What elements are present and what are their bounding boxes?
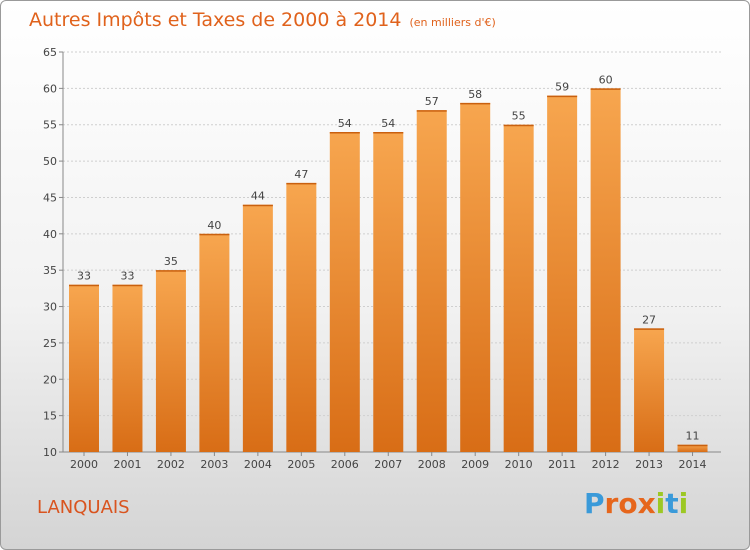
x-tick-label: 2009: [461, 458, 489, 471]
data-label: 58: [468, 88, 482, 101]
bar-top-edge: [416, 110, 447, 112]
bar-top-edge: [242, 204, 273, 207]
bar: [460, 102, 491, 452]
bar: [373, 132, 404, 452]
x-tick-label: 2012: [592, 458, 620, 471]
bar-top-edge: [460, 102, 491, 105]
data-label: 54: [338, 117, 352, 130]
data-label: 55: [512, 110, 526, 123]
bar: [69, 284, 99, 452]
bar-top-edge: [677, 444, 708, 447]
bar-top-edge: [155, 270, 186, 272]
data-labels: 33 33 35 40 44 47 54 54 57 58 55 59 60 27 11: [77, 73, 700, 442]
logo-letter: i: [678, 487, 689, 520]
bar: [242, 204, 273, 452]
x-tick-label: 2006: [331, 458, 359, 471]
x-tick-label: 2001: [113, 458, 141, 471]
proxiti-logo: Proxiti: [584, 487, 688, 520]
x-tick-label: 2010: [505, 458, 533, 471]
chart-unit: (en milliers d'€): [409, 16, 496, 29]
y-tick-label: 20: [43, 373, 57, 386]
x-tick-label: 2003: [200, 458, 228, 471]
bar: [155, 270, 186, 452]
bar: [199, 233, 230, 452]
bar-top-edge: [373, 132, 404, 134]
logo-letter: x: [637, 487, 656, 520]
y-tick-label: 60: [43, 82, 57, 95]
bar-top-edge: [199, 233, 230, 236]
bar: [634, 328, 665, 452]
y-tick-label: 10: [43, 446, 57, 459]
y-tick-label: 30: [43, 301, 57, 314]
y-tick-label: 55: [43, 119, 57, 132]
bar-top-edge: [634, 328, 665, 330]
bar-top-edge: [547, 95, 578, 98]
x-tick-label: 2013: [635, 458, 663, 471]
x-tick-label: 2008: [418, 458, 446, 471]
y-tick-label: 65: [43, 46, 57, 59]
bar-top-edge: [590, 88, 621, 90]
bar: [590, 88, 621, 452]
data-label: 33: [77, 270, 91, 283]
x-tick-label: 2005: [287, 458, 315, 471]
x-tick-label: 2014: [679, 458, 707, 471]
x-tick-label: 2007: [374, 458, 402, 471]
bars: [69, 88, 708, 453]
data-label: 57: [425, 95, 439, 108]
bar-top-edge: [329, 132, 360, 134]
y-tick-label: 45: [43, 191, 57, 204]
bar-top-edge: [69, 284, 99, 287]
bar: [416, 110, 447, 452]
axes: 10 15 20 25 30 35 40 45 50 55 60 65 2000 2001 2002 2003…: [43, 46, 721, 471]
y-tick-label: 50: [43, 155, 57, 168]
logo-letter: t: [665, 487, 679, 520]
bar: [503, 124, 534, 453]
data-label: 33: [120, 270, 134, 283]
y-tick-label: 25: [43, 337, 57, 350]
data-label: 59: [555, 81, 569, 94]
bar: [547, 95, 578, 453]
bar-top-edge: [286, 182, 317, 185]
x-tick-label: 2011: [548, 458, 576, 471]
data-label: 27: [642, 313, 656, 326]
data-label: 47: [294, 168, 308, 181]
data-label: 60: [599, 73, 613, 86]
logo-letter: P: [584, 487, 605, 520]
place-name: LANQUAIS: [37, 497, 130, 518]
bar-top-edge: [112, 284, 143, 287]
logo-letter: i: [655, 487, 666, 520]
x-tick-label: 2004: [244, 458, 272, 471]
bar: [286, 182, 317, 452]
bar: [112, 284, 143, 452]
data-label: 35: [164, 255, 178, 268]
bar: [329, 132, 360, 452]
data-label: 54: [381, 117, 395, 130]
y-tick-label: 15: [43, 410, 57, 423]
y-tick-label: 35: [43, 264, 57, 277]
data-label: 44: [251, 190, 265, 203]
bar: [677, 444, 708, 452]
data-label: 11: [686, 430, 700, 443]
logo-letter: o: [618, 487, 638, 520]
bar-top-edge: [503, 124, 534, 127]
data-label: 40: [207, 219, 221, 232]
y-tick-label: 40: [43, 228, 57, 241]
x-tick-label: 2000: [70, 458, 98, 471]
x-tick-label: 2002: [157, 458, 185, 471]
chart-title: Autres Impôts et Taxes de 2000 à 2014 (en…: [29, 9, 496, 31]
logo-letter: r: [604, 487, 619, 520]
